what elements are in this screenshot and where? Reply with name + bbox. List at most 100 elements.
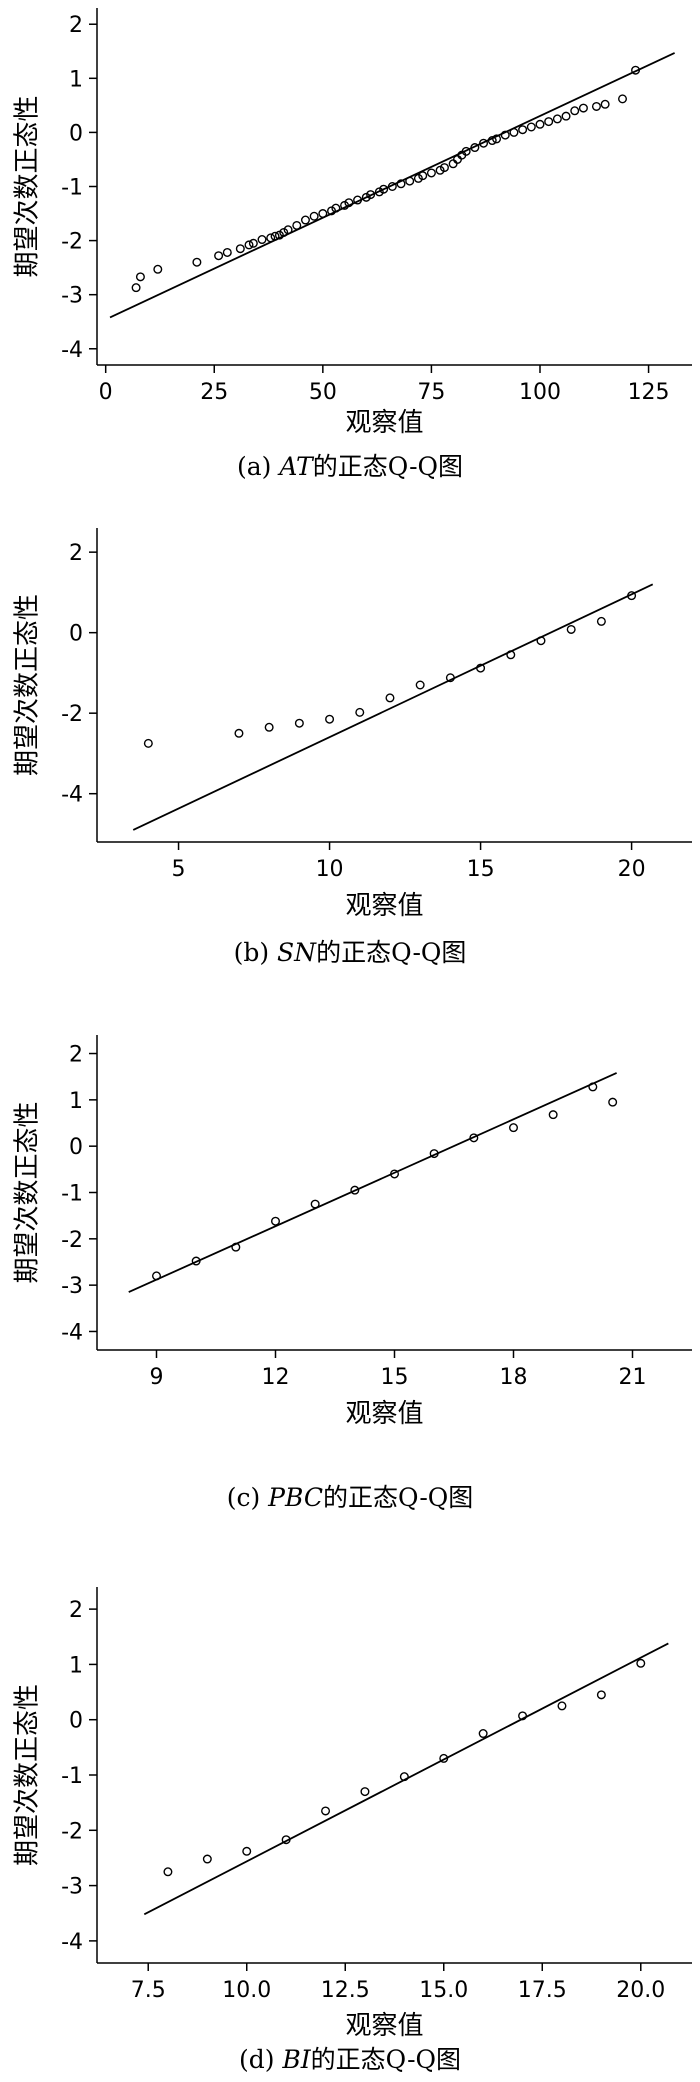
data-point bbox=[350, 1185, 360, 1195]
y-tick-label: -2 bbox=[61, 1819, 83, 1844]
data-point bbox=[461, 146, 471, 156]
x-axis-label: 观察值 bbox=[345, 1399, 423, 1429]
data-point bbox=[242, 1846, 252, 1856]
data-point bbox=[344, 198, 354, 208]
caption-b-var: SN bbox=[277, 938, 317, 967]
data-point bbox=[192, 257, 202, 267]
caption-c-var: PBC bbox=[268, 1483, 323, 1512]
data-point bbox=[271, 1216, 281, 1226]
data-point bbox=[518, 125, 528, 135]
y-tick-label: -3 bbox=[61, 1875, 83, 1900]
data-point bbox=[396, 179, 406, 189]
y-axis-label: 期望次数正态性 bbox=[13, 1684, 43, 1866]
data-point bbox=[552, 114, 562, 124]
data-point bbox=[310, 1199, 320, 1209]
y-tick-label: 0 bbox=[69, 121, 83, 146]
data-point bbox=[618, 94, 628, 104]
caption-d-suffix: 的正态Q-Q图 bbox=[310, 2045, 462, 2074]
data-point bbox=[202, 1854, 212, 1864]
y-axis-label: 期望次数正态性 bbox=[13, 594, 43, 776]
data-point bbox=[151, 1271, 161, 1281]
data-point bbox=[379, 184, 389, 194]
data-point bbox=[191, 1256, 201, 1266]
data-point bbox=[366, 190, 376, 200]
data-point bbox=[570, 106, 580, 116]
caption-a-var: AT bbox=[279, 452, 313, 481]
x-tick-label: 15.0 bbox=[419, 1978, 468, 2003]
reference-line bbox=[109, 52, 676, 319]
reference-line bbox=[128, 1072, 618, 1293]
data-point bbox=[390, 1169, 400, 1179]
data-point bbox=[544, 117, 554, 127]
x-tick-label: 21 bbox=[619, 1365, 647, 1390]
y-tick-label: 0 bbox=[69, 622, 83, 647]
qq-plot-d: 2 1 0 -1 -2 -3 -4 7.5 10.0 12.5 15.0 17.5 20.0 观察值 期望次… bbox=[13, 1587, 692, 2041]
data-point bbox=[415, 680, 425, 690]
y-axis-label: 期望次数正态性 bbox=[13, 95, 43, 277]
y-tick-label: 1 bbox=[69, 67, 83, 92]
data-point bbox=[518, 1711, 528, 1721]
y-axis-label: 期望次数正态性 bbox=[13, 1101, 43, 1283]
x-axis-label: 观察值 bbox=[345, 891, 423, 921]
data-point bbox=[452, 154, 462, 164]
x-tick-label: 17.5 bbox=[518, 1978, 567, 2003]
data-point bbox=[591, 101, 601, 111]
x-tick-label: 125 bbox=[628, 380, 670, 405]
reference-line bbox=[132, 583, 654, 831]
x-axis-label: 观察值 bbox=[345, 2011, 423, 2041]
data-point bbox=[608, 1097, 618, 1107]
data-point bbox=[418, 171, 428, 181]
y-tick-label: 2 bbox=[69, 1598, 83, 1623]
data-point bbox=[439, 1753, 449, 1763]
y-tick-label: -4 bbox=[61, 338, 83, 363]
x-tick-label: 10 bbox=[316, 857, 344, 882]
data-point bbox=[506, 650, 516, 660]
panel-d: 2 1 0 -1 -2 -3 -4 7.5 10.0 12.5 15.0 17.5 20.0 观察值 期望次… bbox=[0, 1545, 700, 2082]
x-tick-label: 50 bbox=[309, 380, 337, 405]
panel-b: 2 0 -2 -4 5 10 15 20 观察值 期望次数正态性 (b) SN的正态Q-Q图 bbox=[0, 510, 700, 1000]
qq-plot-a: 2 1 0 -1 -2 -3 -4 0 25 50 75 100 125 观察值 期望次数正态性 bbox=[13, 8, 692, 438]
data-point bbox=[588, 1082, 598, 1092]
data-point bbox=[266, 233, 276, 243]
data-point bbox=[234, 728, 244, 738]
y-tick-label: -3 bbox=[61, 1274, 83, 1299]
data-point bbox=[631, 65, 641, 75]
data-point bbox=[596, 616, 606, 626]
y-tick-label: 2 bbox=[69, 13, 83, 38]
data-point bbox=[283, 225, 293, 235]
data-point bbox=[636, 1658, 646, 1668]
data-point bbox=[321, 1806, 331, 1816]
data-point bbox=[257, 235, 267, 245]
x-axis-label: 观察值 bbox=[345, 408, 423, 438]
x-tick-label: 20.0 bbox=[616, 1978, 665, 2003]
x-tick-label: 12.5 bbox=[321, 1978, 370, 2003]
caption-b-suffix: 的正态Q-Q图 bbox=[316, 938, 467, 967]
data-point bbox=[231, 1242, 241, 1252]
y-tick-label: -4 bbox=[61, 1930, 83, 1955]
data-point bbox=[557, 1701, 567, 1711]
x-tick-label: 20 bbox=[618, 857, 646, 882]
y-tick-label: -1 bbox=[61, 1764, 83, 1789]
data-point bbox=[439, 163, 449, 173]
data-point bbox=[600, 99, 610, 109]
data-point bbox=[387, 181, 397, 191]
data-point bbox=[492, 134, 502, 144]
data-point bbox=[281, 1835, 291, 1845]
y-tick-label: 1 bbox=[69, 1089, 83, 1114]
data-point bbox=[535, 119, 545, 129]
data-point bbox=[536, 636, 546, 646]
data-point bbox=[526, 122, 536, 132]
data-point bbox=[469, 1133, 479, 1143]
data-point bbox=[509, 1123, 519, 1133]
y-tick-label: -3 bbox=[61, 284, 83, 309]
y-tick-label: 1 bbox=[69, 1653, 83, 1678]
y-tick-label: 2 bbox=[69, 541, 83, 566]
x-tick-label: 9 bbox=[150, 1365, 164, 1390]
caption-a-suffix: 的正态Q-Q图 bbox=[312, 452, 464, 481]
y-tick-label: -1 bbox=[61, 1182, 83, 1207]
caption-c: (c) PBC的正态Q-Q图 bbox=[0, 1483, 700, 1513]
panel-a: 2 1 0 -1 -2 -3 -4 0 25 50 75 100 125 观察值 期望次数正态性 (a) A… bbox=[0, 0, 700, 495]
data-point bbox=[429, 1149, 439, 1159]
data-point bbox=[385, 693, 395, 703]
